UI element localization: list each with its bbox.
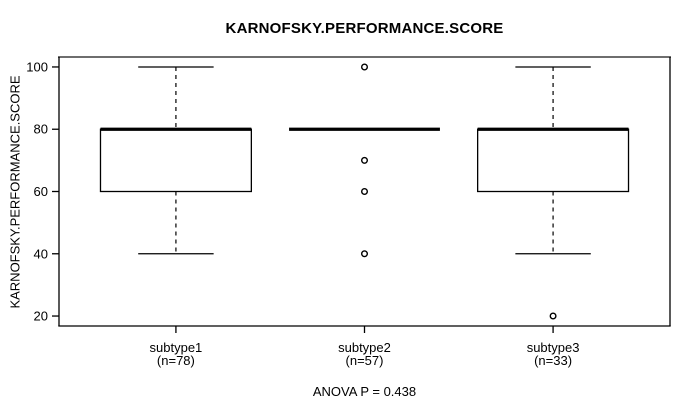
iqr-box [99, 128, 253, 193]
outlier-point [361, 63, 369, 71]
outlier-point [361, 187, 369, 195]
outlier-point [361, 250, 369, 258]
y-tick-label: 40 [34, 246, 48, 261]
y-tick-label: 100 [26, 59, 48, 74]
y-tick-label: 60 [34, 184, 48, 199]
group-name: subtype1 [149, 340, 203, 355]
x-tick-label-subtype3: subtype3 (n=33) [478, 341, 628, 367]
x-tick-label-subtype2: subtype2 (n=57) [290, 341, 440, 367]
group-count: (n=57) [345, 353, 384, 368]
y-tick-label: 20 [34, 309, 48, 324]
x-tick-label-subtype1: subtype1 (n=78) [101, 341, 251, 367]
anova-note: ANOVA P = 0.438 [312, 384, 417, 399]
group-name: subtype2 [338, 340, 391, 355]
outlier-point [549, 312, 557, 320]
group-count: (n=33) [534, 353, 573, 368]
outlier-point [361, 156, 369, 164]
group-count: (n=78) [156, 353, 195, 368]
y-tick-label: 80 [34, 122, 48, 137]
iqr-box [476, 128, 630, 193]
chart-title: KARNOFSKY.PERFORMANCE.SCORE [225, 20, 504, 37]
group-name: subtype3 [526, 340, 580, 355]
